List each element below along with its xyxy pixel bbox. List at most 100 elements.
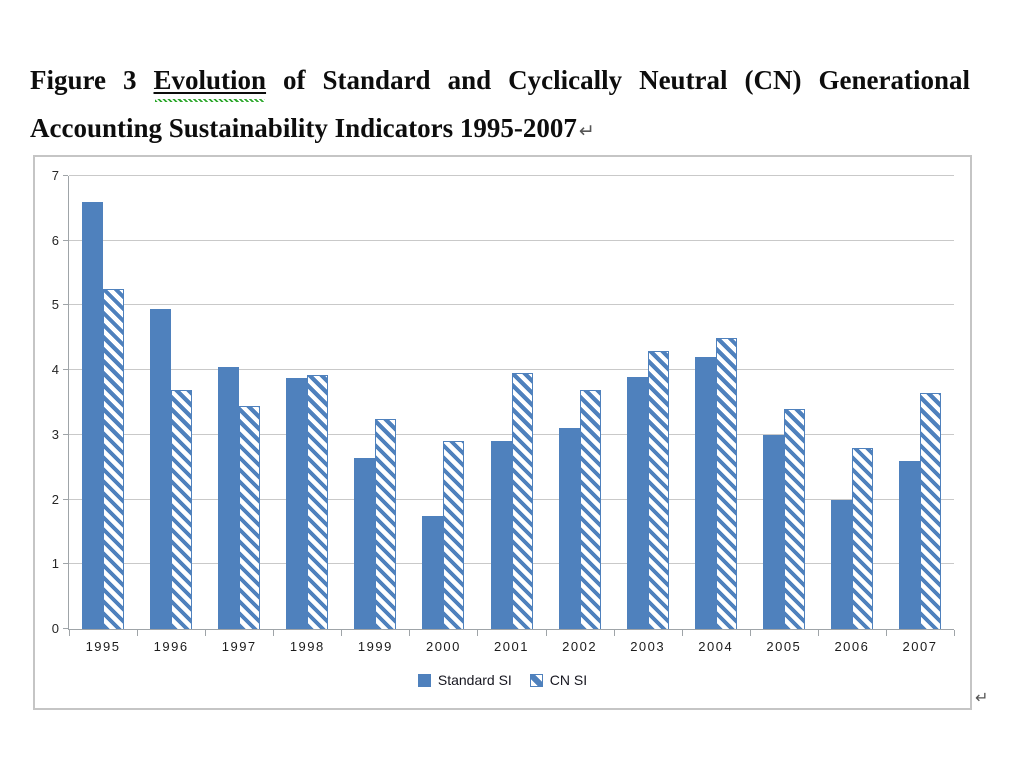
x-axis-tick-11	[817, 630, 819, 636]
figure-caption-line1: Figure 3 Evolution of Standard and Cycli…	[30, 56, 970, 104]
legend-item-standard-si: Standard SI	[417, 672, 512, 688]
bar-standard-si-1999	[354, 457, 376, 629]
x-axis-label-2003: 2003	[630, 639, 666, 654]
y-axis-label-6: 6	[51, 232, 59, 248]
y-axis-label-5: 5	[51, 297, 59, 313]
y-axis-tick-5	[63, 304, 68, 306]
bar-standard-si-2006	[830, 499, 852, 629]
bar-standard-si-1996	[150, 308, 172, 629]
figure-caption-prefix: Figure 3	[30, 65, 137, 95]
bar-standard-si-2005	[762, 434, 784, 629]
bar-group-1999: 1999	[341, 176, 409, 654]
legend-label-cn-si: CN SI	[549, 672, 588, 688]
legend-swatch-standard-si-icon	[417, 673, 431, 687]
bar-cn-si-2007	[919, 392, 941, 629]
y-axis-label-4: 4	[51, 362, 59, 378]
x-axis-label-2005: 2005	[766, 639, 802, 654]
gridline-6	[69, 239, 954, 241]
x-axis-tick-0	[69, 630, 70, 636]
y-axis-tick-4	[63, 369, 68, 371]
bar-standard-si-2002	[558, 428, 580, 629]
figure-caption: Figure 3 Evolution of Standard and Cycli…	[30, 56, 970, 155]
bar-cn-si-1996	[171, 389, 193, 629]
y-axis-tick-1	[63, 563, 68, 565]
bar-group-1997: 1997	[205, 176, 273, 654]
x-axis-label-2004: 2004	[698, 639, 734, 654]
bar-group-2006: 2006	[818, 176, 886, 654]
bars-row: 1995 1996 1997 1998 1999 2000 2001 2002 2003 2004…	[69, 176, 954, 654]
x-axis-tick-13	[954, 630, 955, 636]
x-axis-label-2000: 2000	[425, 639, 461, 654]
x-axis-tick-5	[409, 630, 411, 636]
bar-cn-si-2000	[443, 441, 465, 629]
bar-group-2005: 2005	[750, 176, 818, 654]
paragraph-mark-icon: ↵	[578, 120, 595, 142]
x-axis-tick-7	[545, 630, 547, 636]
x-axis-label-2002: 2002	[562, 639, 598, 654]
x-axis-label-2006: 2006	[834, 639, 870, 654]
bar-cn-si-2005	[783, 408, 805, 629]
gridline-5	[69, 304, 954, 306]
bar-cn-si-1997	[239, 405, 261, 629]
bar-standard-si-2001	[490, 441, 512, 629]
paragraph-mark-after-chart-icon: ↵	[975, 688, 989, 707]
chart-legend: Standard SI CN SI	[35, 672, 970, 688]
x-axis-tick-3	[273, 630, 275, 636]
y-axis-label-2: 2	[51, 491, 59, 507]
gridline-4	[69, 369, 954, 371]
bar-group-1998: 1998	[273, 176, 341, 654]
bar-standard-si-2003	[626, 376, 648, 629]
x-axis-tick-4	[341, 630, 343, 636]
bar-group-1996: 1996	[137, 176, 205, 654]
y-axis-tick-3	[63, 433, 68, 435]
x-axis-label-2007: 2007	[902, 639, 938, 654]
figure-caption-line2: Accounting Sustainability Indicators 199…	[30, 104, 970, 155]
bar-group-2000: 2000	[409, 176, 477, 654]
x-axis-tick-6	[477, 630, 479, 636]
y-axis-tick-7	[63, 175, 68, 176]
legend-item-cn-si: CN SI	[529, 672, 588, 688]
bar-group-2003: 2003	[614, 176, 682, 654]
bar-cn-si-1998	[307, 375, 329, 629]
bar-group-2004: 2004	[682, 176, 750, 654]
bar-group-1995: 1995	[69, 176, 137, 654]
bar-standard-si-2004	[694, 357, 716, 629]
bar-cn-si-2004	[715, 337, 737, 629]
y-axis-label-7: 7	[51, 168, 59, 183]
x-axis-tick-1	[137, 630, 139, 636]
bar-group-2001: 2001	[477, 176, 545, 654]
plot-area: 0 1 2 3 4 5 6 7 1995 1996 1997 1998 1999 2000 2001 2002…	[52, 168, 955, 654]
y-axis-label-1: 1	[51, 556, 59, 572]
x-axis-tick-8	[613, 630, 615, 636]
y-axis-tick-2	[63, 498, 68, 500]
figure-caption-line1-rest: of Standard and Cyclically Neutral (CN) …	[283, 65, 970, 95]
misspelled-word: Evolution	[153, 65, 267, 95]
x-axis-tick-10	[749, 630, 751, 636]
bar-standard-si-2000	[422, 515, 444, 629]
y-axis-label-3: 3	[51, 426, 59, 442]
y-axis-tick-6	[63, 239, 68, 241]
x-axis-tick-9	[681, 630, 683, 636]
legend-label-standard-si: Standard SI	[437, 672, 512, 688]
bar-cn-si-2002	[579, 389, 601, 629]
chart-object[interactable]: 0 1 2 3 4 5 6 7 1995 1996 1997 1998 1999 2000 2001 2002…	[33, 155, 972, 710]
x-axis-label-1995: 1995	[85, 639, 121, 654]
x-axis-label-1997: 1997	[221, 639, 257, 654]
y-axis-label-0: 0	[51, 621, 59, 636]
x-axis-label-1996: 1996	[153, 639, 189, 654]
bar-group-2002: 2002	[546, 176, 614, 654]
legend-swatch-cn-si-icon	[529, 673, 543, 687]
bar-cn-si-1999	[375, 418, 397, 629]
bar-group-2007: 2007	[886, 176, 954, 654]
bar-cn-si-2006	[851, 447, 873, 629]
x-axis-label-2001: 2001	[494, 639, 529, 654]
bar-cn-si-1995	[103, 289, 125, 629]
bar-standard-si-2007	[898, 460, 920, 629]
figure-caption-line2-text: Accounting Sustainability Indicators 199…	[30, 113, 577, 143]
gridline-7	[69, 175, 954, 176]
bar-standard-si-1998	[286, 377, 308, 629]
x-axis-label-1999: 1999	[357, 639, 393, 654]
bar-standard-si-1995	[82, 201, 104, 629]
y-axis-tick-0	[63, 628, 68, 629]
